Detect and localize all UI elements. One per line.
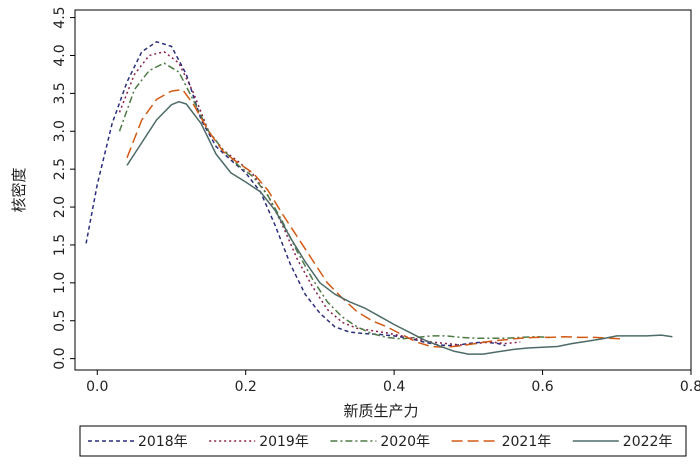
x-tick-label: 0.6 [531, 379, 553, 395]
series-line-1 [85, 41, 506, 347]
legend-label-5: 2022年 [623, 434, 673, 450]
y-tick-label: 2.0 [52, 196, 68, 218]
legend-label-3: 2020年 [380, 434, 430, 450]
y-tick-label: 4.0 [52, 44, 68, 66]
y-tick-label: 0.0 [52, 347, 68, 369]
x-axis: 0.0 0.2 0.4 0.6 0.8 [86, 370, 700, 395]
series-line-4 [126, 88, 625, 349]
x-tick-label: 0.2 [235, 379, 257, 395]
series-line-5 [126, 100, 673, 355]
y-tick-label: 3.0 [52, 120, 68, 142]
series-line-3 [118, 62, 551, 340]
legend-label-4: 2021年 [502, 434, 552, 450]
y-axis: 0.0 0.5 1.0 1.5 2.0 2.5 3.0 3.5 4.0 4.5 [52, 6, 75, 370]
y-axis-label: 核密度 [10, 167, 28, 212]
y-tick-label: 1.0 [52, 272, 68, 294]
legend-label-2: 2019年 [259, 434, 309, 450]
y-tick-label: 0.5 [52, 310, 68, 332]
x-tick-label: 0.8 [680, 379, 700, 395]
legend-label-1: 2018年 [138, 434, 188, 450]
y-tick-label: 4.5 [52, 6, 68, 28]
legend: 2018年 2019年 2020年 2021年 2022年 [88, 434, 672, 450]
x-tick-label: 0.4 [383, 379, 405, 395]
plot-frame [74, 9, 692, 371]
y-tick-label: 2.5 [52, 158, 68, 180]
x-axis-label: 新质生产力 [343, 402, 418, 420]
series-layer [85, 41, 673, 355]
series-line-2 [118, 50, 521, 346]
x-tick-label: 0.0 [86, 379, 108, 395]
y-tick-label: 3.5 [52, 82, 68, 104]
y-tick-label: 1.5 [52, 234, 68, 256]
